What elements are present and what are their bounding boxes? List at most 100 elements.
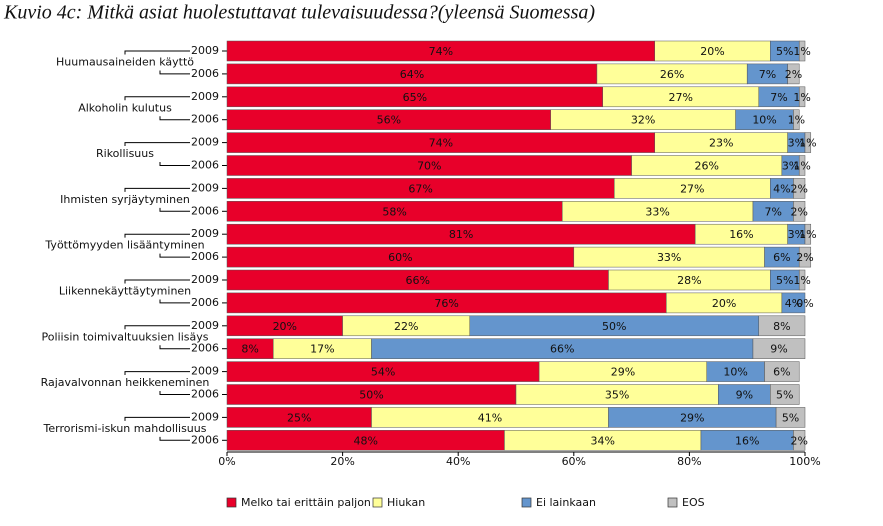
value-label: 27% <box>680 182 704 195</box>
group-label: Liikennekäyttäytyminen <box>59 284 191 297</box>
legend-label: Ei lainkaan <box>536 496 596 509</box>
group-label: Alkoholin kulutus <box>78 101 172 114</box>
bar-segment <box>798 155 806 176</box>
group-bracket <box>124 96 190 101</box>
bar-segment <box>804 223 812 245</box>
bar-segment <box>798 86 806 108</box>
group-label: Ihmisten syrjäytyminen <box>60 193 190 206</box>
value-label: 8% <box>241 343 258 356</box>
legend-label: Melko tai erittäin paljon <box>241 496 371 509</box>
y-tick-label: 2006 <box>191 250 219 263</box>
value-label: 74% <box>429 45 453 58</box>
y-tick-label: 2009 <box>191 227 219 240</box>
group-label: Työttömyyden lisääntyminen <box>44 239 204 252</box>
value-label: 23% <box>709 137 733 150</box>
value-label: 5% <box>782 411 799 424</box>
value-label: 16% <box>729 228 753 241</box>
legend-label: EOS <box>682 496 705 509</box>
x-tick-label: 20% <box>330 455 354 468</box>
value-label: 70% <box>417 160 441 173</box>
group-bracket <box>159 162 190 166</box>
bar-segment <box>758 315 806 337</box>
x-tick-label: 80% <box>677 455 701 468</box>
legend-swatch <box>372 497 383 508</box>
value-label: 54% <box>371 366 395 379</box>
group-bracket <box>159 253 190 258</box>
value-label: 2% <box>790 434 807 447</box>
value-label: 56% <box>377 114 401 127</box>
chart-title: Kuvio 4c: Mitkä asiat huolestuttavat tul… <box>3 2 595 24</box>
bar-segment <box>764 361 800 382</box>
legend-swatch <box>521 497 532 508</box>
value-label: 10% <box>752 114 776 127</box>
bar-segment <box>793 109 800 130</box>
value-label: 2% <box>790 205 807 218</box>
bar-segment <box>752 338 806 359</box>
group-bracket <box>124 50 190 55</box>
value-label: 28% <box>677 274 701 287</box>
x-tick-label: 60% <box>562 455 586 468</box>
value-label: 5% <box>776 45 793 58</box>
group-bracket <box>124 325 190 330</box>
value-label: 67% <box>408 182 432 195</box>
value-label: 7% <box>759 68 776 81</box>
value-label: 81% <box>449 228 473 241</box>
group-bracket <box>124 142 190 147</box>
group-bracket <box>159 391 190 395</box>
value-label: 20% <box>712 297 736 310</box>
y-tick-label: 2009 <box>191 90 219 103</box>
value-label: 16% <box>735 434 759 447</box>
value-label: 74% <box>429 137 453 150</box>
value-label: 8% <box>773 320 790 333</box>
group-bracket <box>124 233 190 238</box>
value-label: 0% <box>796 297 813 310</box>
y-tick-label: 2006 <box>191 433 219 446</box>
y-tick-label: 2006 <box>191 159 219 172</box>
bar-segment <box>787 63 800 85</box>
x-tick-label: 40% <box>446 455 470 468</box>
value-label: 26% <box>660 68 684 81</box>
value-label: 50% <box>602 320 626 333</box>
value-label: 20% <box>273 320 297 333</box>
y-tick-label: 2009 <box>191 44 219 57</box>
x-tick-label: 100% <box>789 455 820 468</box>
value-label: 48% <box>353 434 377 447</box>
group-bracket <box>159 116 190 121</box>
legend-label: Hiukan <box>387 496 425 509</box>
value-label: 3% <box>788 137 805 150</box>
bar-segment <box>775 407 806 428</box>
value-label: 34% <box>590 434 614 447</box>
value-label: 7% <box>770 91 787 104</box>
group-bracket <box>159 207 190 212</box>
group-bracket <box>159 70 190 75</box>
value-label: 4% <box>773 182 790 195</box>
value-label: 1% <box>793 274 810 287</box>
legend-swatch <box>226 497 237 508</box>
value-label: 29% <box>611 366 635 379</box>
value-label: 26% <box>695 160 719 173</box>
value-label: 17% <box>310 343 334 356</box>
value-label: 29% <box>680 411 704 424</box>
group-label: Rajavalvonnan heikkeneminen <box>41 376 210 389</box>
value-label: 25% <box>287 411 311 424</box>
value-label: 10% <box>723 366 747 379</box>
bar-segment <box>798 269 806 291</box>
bar-segment <box>770 384 800 405</box>
value-label: 50% <box>359 389 383 402</box>
value-label: 2% <box>790 182 807 195</box>
value-label: 3% <box>782 160 799 173</box>
y-tick-label: 2006 <box>191 388 219 401</box>
value-label: 66% <box>550 343 574 356</box>
y-tick-label: 2009 <box>191 410 219 423</box>
group-label: Rikollisuus <box>96 147 154 160</box>
y-tick-label: 2009 <box>191 273 219 286</box>
value-label: 9% <box>770 343 787 356</box>
bar-segment <box>804 132 812 153</box>
y-tick-label: 2006 <box>191 67 219 80</box>
value-label: 1% <box>799 137 816 150</box>
value-label: 58% <box>382 205 406 218</box>
bar-segment <box>793 201 806 222</box>
value-label: 9% <box>736 389 753 402</box>
bar-segment <box>798 40 806 62</box>
